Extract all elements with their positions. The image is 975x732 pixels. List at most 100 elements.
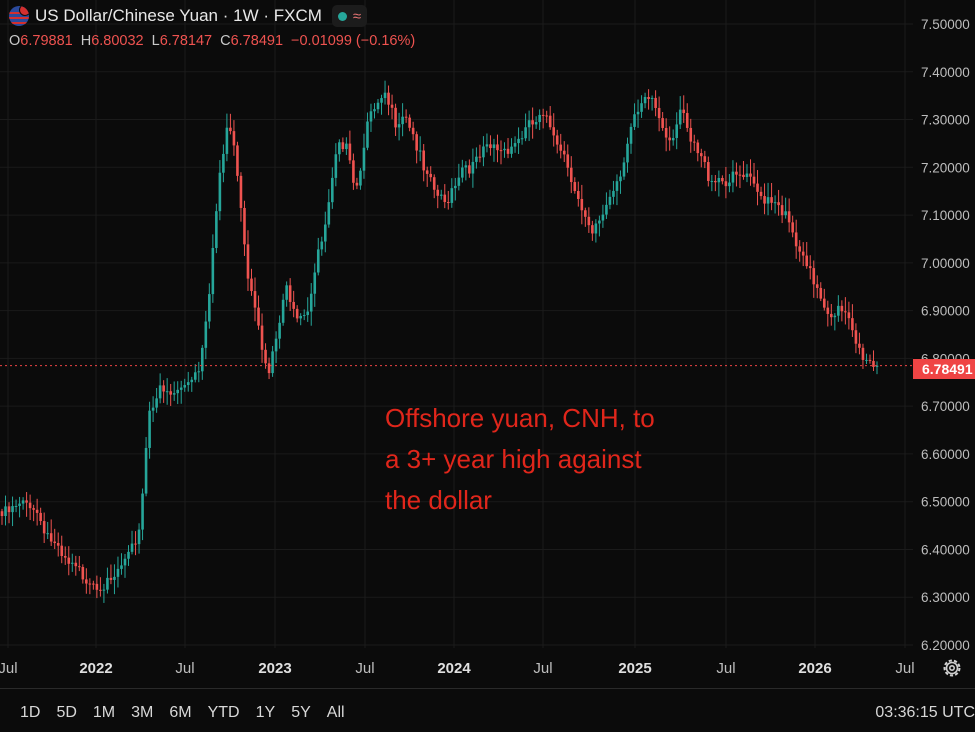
candle-body [338,142,341,155]
symbol-title[interactable]: US Dollar/Chinese Yuan · 1W · FXCM [35,6,322,25]
candle-body [288,285,292,302]
candle-body [707,162,710,181]
candle-body [271,351,274,374]
candle-body [208,294,211,322]
candle-body [264,349,267,364]
candle-body [359,170,362,186]
range-5y-button[interactable]: 5Y [291,704,311,721]
candle-body [21,500,25,504]
candle-body [851,318,854,331]
range-1y-button[interactable]: 1Y [255,704,276,721]
candle-body [106,577,109,590]
candle-body [11,506,14,513]
candle-body [436,189,440,196]
candle-body [496,144,499,151]
range-5d-button[interactable]: 5D [56,704,77,721]
range-6m-button[interactable]: 6M [169,704,192,721]
candle-body [717,177,721,183]
candle-body [577,191,580,199]
wave-icon: ≈ [352,7,362,25]
candle-body [534,122,538,125]
candle-body [812,268,816,285]
candle-body [837,305,840,316]
y-tick-label: 6.70000 [921,399,970,414]
candle-body [383,92,387,99]
candle-body [243,207,246,245]
candle-body [92,583,95,585]
candle-body [7,506,11,513]
candle-body [664,127,668,138]
candle-body [499,150,503,152]
candle-body [204,321,208,348]
candle-body [482,146,485,158]
candle-body [513,143,517,147]
x-tick-label: 2023 [258,660,291,677]
candle-body [756,183,759,192]
bottom-toolbar: 1D 5D 1M 3M 6M YTD 1Y 5Y All 03:36:15 UT… [0,688,975,732]
candle-body [85,579,88,584]
candle-body [777,202,780,206]
candle-body [668,137,671,141]
candle-body [766,197,770,204]
candle-body [650,97,654,99]
candle-body [682,109,686,114]
candle-body [165,391,169,393]
time-axis[interactable]: Jul 2022 Jul 2023 Jul 2024 Jul 2025 Jul 2026 Jul [0,660,915,677]
ohlc-high-label: H [80,33,92,49]
range-ytd-button[interactable]: YTD [207,704,240,721]
candle-body [316,249,320,273]
y-tick-label: 6.20000 [921,638,970,653]
candle-body [872,360,875,367]
candle-body [366,121,369,148]
candle-body [222,153,225,173]
candle-body [454,185,457,189]
range-1d-button[interactable]: 1D [20,704,41,721]
x-tick-label: 2026 [798,660,831,677]
candle-body [752,176,756,184]
range-1m-button[interactable]: 1M [92,704,116,721]
candle-body [545,115,548,117]
candle-body [478,156,482,158]
candle-body [35,509,39,513]
candle-body [70,562,74,564]
y-tick-label: 6.40000 [921,542,970,557]
candle-body [847,312,851,319]
price-axis[interactable]: 6.20000 6.30000 6.40000 6.50000 6.60000 6.700… [921,17,970,653]
y-tick-label: 7.00000 [921,256,970,271]
candle-body [457,177,461,186]
candle-body [875,365,879,367]
candle-body [309,293,313,312]
candle-body [88,583,92,585]
candle-body [67,557,71,564]
utc-clock[interactable]: 03:36:15 UTC [875,704,975,721]
candle-body [738,174,742,176]
candle-body [78,566,81,568]
y-tick-label: 6.50000 [921,495,970,510]
candle-body [591,225,594,234]
candle-body [387,92,390,105]
candle-body [735,171,738,175]
range-all-button[interactable]: All [326,704,345,721]
candle-body [60,545,64,557]
market-status-pill[interactable]: ≈ [331,5,368,27]
x-tick-label: Jul [355,660,374,677]
candle-body [798,246,801,252]
candle-body [42,521,46,534]
x-tick-label: Jul [0,660,18,677]
candle-body [137,529,141,545]
range-3m-button[interactable]: 3M [131,704,154,721]
candle-body [141,493,144,530]
candle-body [334,154,338,178]
candle-body [331,177,334,203]
x-tick-label: 2024 [437,660,471,677]
candle-body [429,173,433,178]
candle-body [299,315,302,319]
candle-body [422,150,425,171]
candle-body [172,393,176,395]
candle-body [246,244,250,279]
candle-body [654,97,657,108]
ohlc-close-label: C [220,33,231,49]
gear-icon[interactable] [940,656,964,680]
candle-body [640,103,643,112]
